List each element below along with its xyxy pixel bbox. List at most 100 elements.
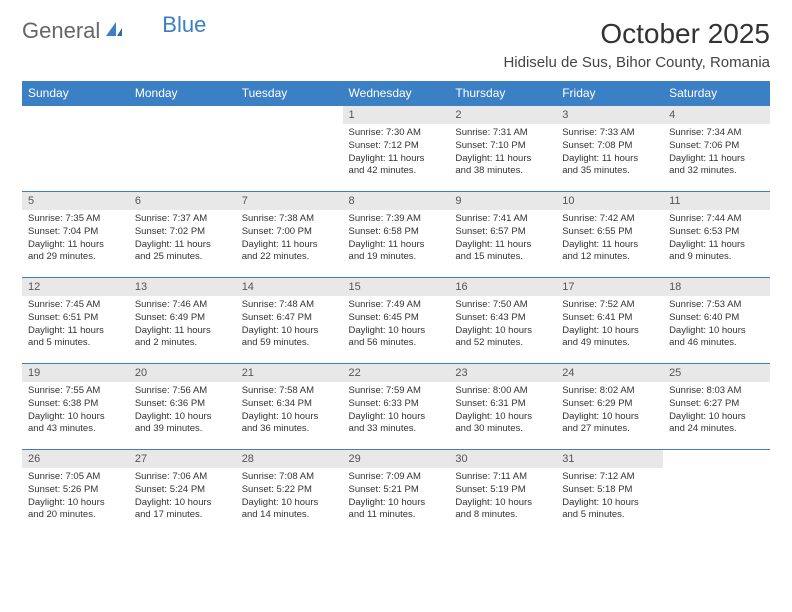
day-detail-line: Sunset: 6:53 PM <box>669 226 764 239</box>
day-detail-line: Sunset: 6:41 PM <box>562 312 657 325</box>
day-detail-line: Daylight: 10 hours <box>28 411 123 424</box>
day-details: Sunrise: 7:59 AMSunset: 6:33 PMDaylight:… <box>343 382 450 440</box>
day-details: Sunrise: 8:02 AMSunset: 6:29 PMDaylight:… <box>556 382 663 440</box>
day-number: 10 <box>556 192 663 210</box>
weekday-header: Saturday <box>663 81 770 106</box>
day-detail-line: Daylight: 11 hours <box>349 153 444 166</box>
day-detail-line: Sunset: 7:08 PM <box>562 140 657 153</box>
calendar-day-cell: 24Sunrise: 8:02 AMSunset: 6:29 PMDayligh… <box>556 364 663 450</box>
day-detail-line: and 43 minutes. <box>28 423 123 436</box>
day-detail-line: Sunset: 6:33 PM <box>349 398 444 411</box>
day-detail-line: Sunset: 6:51 PM <box>28 312 123 325</box>
day-detail-line: Sunrise: 7:41 AM <box>455 213 550 226</box>
day-detail-line: Sunset: 6:57 PM <box>455 226 550 239</box>
calendar-week-row: 26Sunrise: 7:05 AMSunset: 5:26 PMDayligh… <box>22 450 770 532</box>
calendar-day-cell: 4Sunrise: 7:34 AMSunset: 7:06 PMDaylight… <box>663 106 770 192</box>
day-detail-line: Sunrise: 7:53 AM <box>669 299 764 312</box>
day-detail-line: Sunrise: 7:58 AM <box>242 385 337 398</box>
calendar-day-cell: 20Sunrise: 7:56 AMSunset: 6:36 PMDayligh… <box>129 364 236 450</box>
day-detail-line: Sunset: 7:04 PM <box>28 226 123 239</box>
day-detail-line: Sunrise: 7:35 AM <box>28 213 123 226</box>
calendar-day-cell: 9Sunrise: 7:41 AMSunset: 6:57 PMDaylight… <box>449 192 556 278</box>
day-number: 19 <box>22 364 129 382</box>
calendar-day-cell: 27Sunrise: 7:06 AMSunset: 5:24 PMDayligh… <box>129 450 236 532</box>
weekday-header: Friday <box>556 81 663 106</box>
logo-text-general: General <box>22 18 100 44</box>
calendar-day-cell: 8Sunrise: 7:39 AMSunset: 6:58 PMDaylight… <box>343 192 450 278</box>
day-number: 8 <box>343 192 450 210</box>
day-detail-line: Daylight: 11 hours <box>455 153 550 166</box>
day-detail-line: and 8 minutes. <box>455 509 550 522</box>
logo-text-blue: Blue <box>162 12 206 38</box>
day-detail-line: Sunrise: 7:12 AM <box>562 471 657 484</box>
day-detail-line: and 14 minutes. <box>242 509 337 522</box>
day-detail-line: and 9 minutes. <box>669 251 764 264</box>
day-detail-line: Sunrise: 7:34 AM <box>669 127 764 140</box>
day-details: Sunrise: 7:35 AMSunset: 7:04 PMDaylight:… <box>22 210 129 268</box>
month-title: October 2025 <box>503 18 770 50</box>
day-detail-line: Sunrise: 7:42 AM <box>562 213 657 226</box>
day-number: 22 <box>343 364 450 382</box>
day-detail-line: Daylight: 10 hours <box>455 325 550 338</box>
day-details: Sunrise: 7:09 AMSunset: 5:21 PMDaylight:… <box>343 468 450 526</box>
day-detail-line: Sunset: 7:06 PM <box>669 140 764 153</box>
day-detail-line: Daylight: 10 hours <box>455 497 550 510</box>
day-detail-line: Sunrise: 7:30 AM <box>349 127 444 140</box>
day-detail-line: Sunrise: 7:50 AM <box>455 299 550 312</box>
day-detail-line: Sunrise: 7:39 AM <box>349 213 444 226</box>
logo-sail-icon <box>104 18 124 44</box>
weekday-header: Sunday <box>22 81 129 106</box>
weekday-header: Wednesday <box>343 81 450 106</box>
day-detail-line: Daylight: 11 hours <box>349 239 444 252</box>
day-details: Sunrise: 7:39 AMSunset: 6:58 PMDaylight:… <box>343 210 450 268</box>
calendar-day-cell: 7Sunrise: 7:38 AMSunset: 7:00 PMDaylight… <box>236 192 343 278</box>
day-detail-line: Sunset: 5:26 PM <box>28 484 123 497</box>
calendar-day-cell <box>663 450 770 532</box>
day-detail-line: and 39 minutes. <box>135 423 230 436</box>
title-block: October 2025 Hidiselu de Sus, Bihor Coun… <box>503 18 770 71</box>
day-detail-line: Daylight: 10 hours <box>349 411 444 424</box>
calendar-day-cell: 28Sunrise: 7:08 AMSunset: 5:22 PMDayligh… <box>236 450 343 532</box>
day-number: 20 <box>129 364 236 382</box>
day-number: 24 <box>556 364 663 382</box>
day-detail-line: Daylight: 10 hours <box>562 497 657 510</box>
day-detail-line: Daylight: 11 hours <box>28 325 123 338</box>
calendar-day-cell: 30Sunrise: 7:11 AMSunset: 5:19 PMDayligh… <box>449 450 556 532</box>
calendar-day-cell: 6Sunrise: 7:37 AMSunset: 7:02 PMDaylight… <box>129 192 236 278</box>
day-detail-line: Daylight: 10 hours <box>669 325 764 338</box>
calendar-body: 1Sunrise: 7:30 AMSunset: 7:12 PMDaylight… <box>22 106 770 532</box>
day-detail-line: and 22 minutes. <box>242 251 337 264</box>
day-detail-line: Sunrise: 8:02 AM <box>562 385 657 398</box>
day-detail-line: Sunrise: 7:33 AM <box>562 127 657 140</box>
day-detail-line: and 27 minutes. <box>562 423 657 436</box>
day-number: 30 <box>449 450 556 468</box>
day-number: 12 <box>22 278 129 296</box>
day-number: 7 <box>236 192 343 210</box>
day-detail-line: Sunset: 6:34 PM <box>242 398 337 411</box>
day-number: 3 <box>556 106 663 124</box>
weekday-header: Monday <box>129 81 236 106</box>
day-detail-line: and 5 minutes. <box>28 337 123 350</box>
day-details: Sunrise: 7:38 AMSunset: 7:00 PMDaylight:… <box>236 210 343 268</box>
day-details: Sunrise: 7:46 AMSunset: 6:49 PMDaylight:… <box>129 296 236 354</box>
day-detail-line: Sunset: 6:27 PM <box>669 398 764 411</box>
day-number: 2 <box>449 106 556 124</box>
day-detail-line: and 33 minutes. <box>349 423 444 436</box>
day-details: Sunrise: 7:52 AMSunset: 6:41 PMDaylight:… <box>556 296 663 354</box>
day-number: 1 <box>343 106 450 124</box>
calendar-day-cell: 5Sunrise: 7:35 AMSunset: 7:04 PMDaylight… <box>22 192 129 278</box>
calendar-day-cell: 29Sunrise: 7:09 AMSunset: 5:21 PMDayligh… <box>343 450 450 532</box>
day-detail-line: Sunrise: 7:56 AM <box>135 385 230 398</box>
day-detail-line: and 56 minutes. <box>349 337 444 350</box>
day-details: Sunrise: 8:00 AMSunset: 6:31 PMDaylight:… <box>449 382 556 440</box>
day-detail-line: Daylight: 10 hours <box>28 497 123 510</box>
day-number: 29 <box>343 450 450 468</box>
day-detail-line: and 19 minutes. <box>349 251 444 264</box>
day-number: 21 <box>236 364 343 382</box>
day-details: Sunrise: 7:37 AMSunset: 7:02 PMDaylight:… <box>129 210 236 268</box>
day-detail-line: and 38 minutes. <box>455 165 550 178</box>
day-detail-line: Sunset: 6:58 PM <box>349 226 444 239</box>
calendar-table: SundayMondayTuesdayWednesdayThursdayFrid… <box>22 81 770 532</box>
weekday-header: Tuesday <box>236 81 343 106</box>
day-detail-line: Sunset: 5:22 PM <box>242 484 337 497</box>
